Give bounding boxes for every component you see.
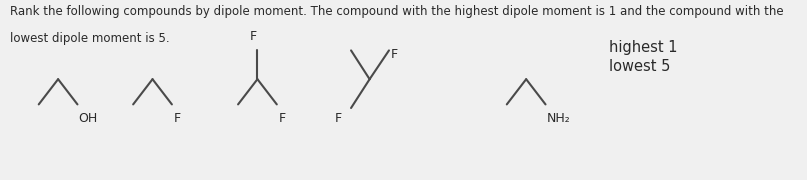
Text: OH: OH	[78, 112, 98, 125]
Text: F: F	[335, 112, 342, 125]
Text: lowest dipole moment is 5.: lowest dipole moment is 5.	[10, 32, 169, 45]
Text: F: F	[174, 112, 181, 125]
Text: highest 1
lowest 5: highest 1 lowest 5	[609, 40, 678, 74]
Text: F: F	[249, 30, 257, 43]
Text: NH₂: NH₂	[547, 112, 571, 125]
Text: F: F	[278, 112, 286, 125]
Text: F: F	[391, 48, 398, 60]
Text: Rank the following compounds by dipole moment. The compound with the highest dip: Rank the following compounds by dipole m…	[10, 5, 784, 18]
